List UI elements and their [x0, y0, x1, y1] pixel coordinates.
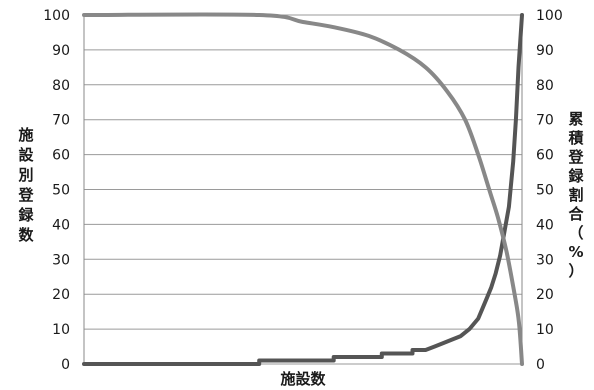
left-tick-label: 20	[52, 287, 70, 303]
left-tick-label: 0	[61, 357, 70, 373]
cumulative-share-line	[82, 12, 524, 366]
right-tick-label: 80	[536, 78, 554, 94]
left-tick-label: 40	[52, 217, 70, 233]
right-tick-label: 10	[536, 322, 554, 338]
right-tick-label: 30	[536, 252, 554, 268]
right-tick-label: 90	[536, 43, 554, 59]
series-layer	[82, 12, 524, 366]
right-tick-label: 70	[536, 113, 554, 129]
right-tick-label: 0	[536, 357, 545, 373]
right-axis-ticks: 0 10 20 30 40 50 60 70 80 90 100	[536, 8, 563, 373]
right-tick-label: 40	[536, 217, 554, 233]
right-tick-label: 60	[536, 148, 554, 164]
x-axis-title: 施設数	[280, 370, 326, 388]
left-tick-label: 100	[43, 8, 70, 24]
left-tick-label: 70	[52, 113, 70, 129]
registrations-line	[82, 13, 524, 366]
right-tick-label: 100	[536, 8, 563, 24]
left-tick-label: 10	[52, 322, 70, 338]
left-tick-label: 60	[52, 148, 70, 164]
gridlines	[83, 14, 523, 365]
left-axis-ticks: 0 10 20 30 40 50 60 70 80 90 100	[43, 8, 70, 373]
left-tick-label: 90	[52, 43, 70, 59]
right-tick-label: 50	[536, 183, 554, 199]
left-tick-label: 30	[52, 252, 70, 268]
right-tick-label: 20	[536, 287, 554, 303]
left-tick-label: 50	[52, 183, 70, 199]
y-axis-title-right: 累積登録割合（%）	[567, 110, 584, 280]
left-tick-label: 80	[52, 78, 70, 94]
y-axis-title-left: 施設別登録数	[17, 126, 34, 244]
